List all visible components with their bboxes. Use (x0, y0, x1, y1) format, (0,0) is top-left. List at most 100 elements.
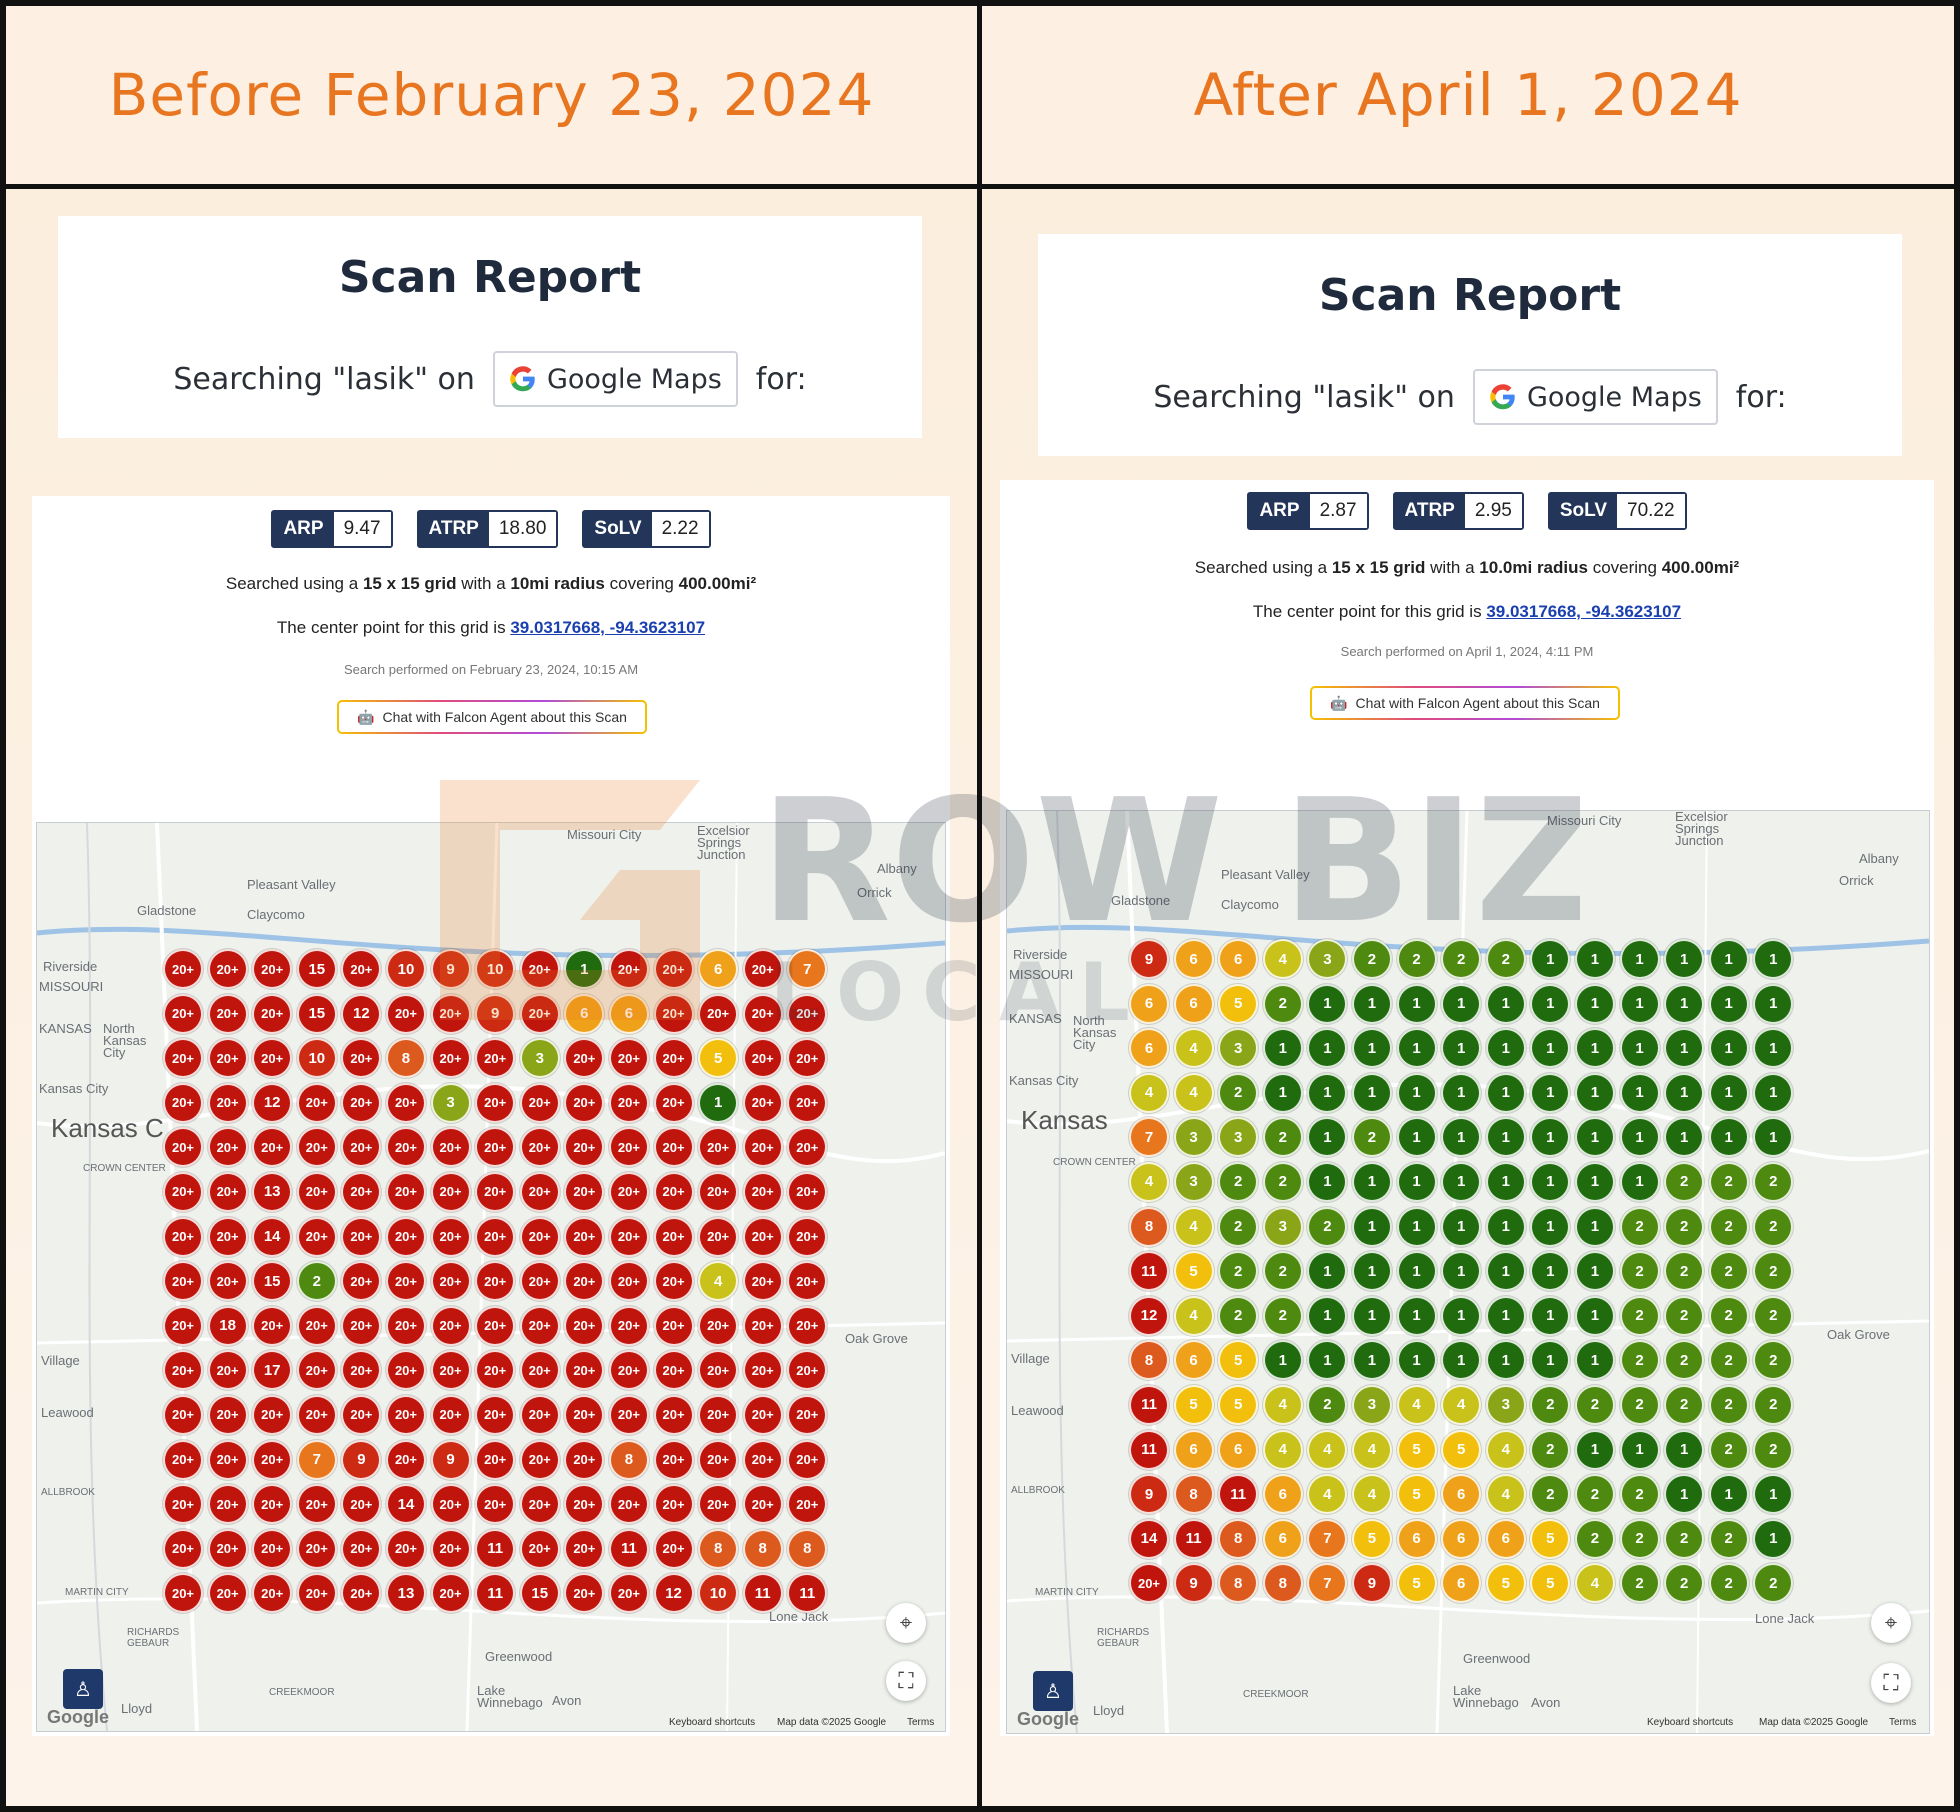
rank-pin[interactable]: 2 (1753, 1563, 1794, 1604)
rank-pin[interactable]: 20+ (296, 1350, 337, 1391)
rank-pin[interactable]: 10 (698, 1573, 739, 1614)
rank-pin[interactable]: 20+ (608, 1261, 649, 1302)
rank-pin[interactable]: 20+ (341, 1528, 382, 1569)
rank-pin[interactable]: 20+ (564, 1082, 605, 1123)
rank-pin[interactable]: 2 (1664, 1251, 1705, 1292)
rank-pin[interactable]: 1 (1753, 1518, 1794, 1559)
rank-pin[interactable]: 1 (1530, 1340, 1571, 1381)
rank-pin[interactable]: 1 (1441, 1340, 1482, 1381)
rank-pin[interactable]: 3 (1218, 1117, 1259, 1158)
rank-pin[interactable]: 2 (1753, 1384, 1794, 1425)
rank-pin[interactable]: 2 (1708, 1340, 1749, 1381)
rank-pin[interactable]: 20+ (430, 1171, 471, 1212)
rank-pin[interactable]: 20+ (519, 1261, 560, 1302)
rank-pin[interactable]: 12 (653, 1573, 694, 1614)
rank-pin[interactable]: 20+ (475, 1305, 516, 1346)
rank-pin[interactable]: 20+ (787, 1216, 828, 1257)
rank-pin[interactable]: 1 (1530, 1117, 1571, 1158)
rank-pin[interactable]: 20+ (207, 1528, 248, 1569)
rank-pin[interactable]: 1 (1619, 939, 1660, 979)
rank-pin[interactable]: 12 (1129, 1295, 1169, 1336)
rank-pin[interactable]: 20+ (608, 1216, 649, 1257)
rank-pin[interactable]: 20+ (475, 1171, 516, 1212)
rank-pin[interactable]: 20+ (207, 1573, 248, 1614)
rank-pin[interactable]: 20+ (341, 1394, 382, 1435)
rank-pin[interactable]: 1 (1351, 1161, 1392, 1202)
rank-pin[interactable]: 20+ (608, 1171, 649, 1212)
rank-pin[interactable]: 20+ (742, 1394, 783, 1435)
rank-pin[interactable]: 2 (1753, 1161, 1794, 1202)
rank-pin[interactable]: 1 (1307, 1340, 1348, 1381)
rank-pin[interactable]: 20+ (163, 1350, 203, 1391)
rank-pin[interactable]: 20+ (564, 1216, 605, 1257)
rank-pin[interactable]: 5 (1485, 1563, 1526, 1604)
rank-pin[interactable]: 20+ (341, 1573, 382, 1614)
rank-pin[interactable]: 1 (1485, 1028, 1526, 1069)
rank-pin[interactable]: 20+ (564, 1439, 605, 1480)
rank-pin[interactable]: 20+ (341, 1038, 382, 1079)
rank-pin[interactable]: 8 (698, 1528, 739, 1569)
rank-pin[interactable]: 2 (1708, 1295, 1749, 1336)
rank-pin[interactable]: 20+ (653, 1171, 694, 1212)
rank-pin[interactable]: 1 (1574, 1206, 1615, 1247)
rank-pin[interactable]: 1 (1574, 1028, 1615, 1069)
rank-pin[interactable]: 1 (1664, 1117, 1705, 1158)
rank-pin[interactable]: 20+ (519, 1305, 560, 1346)
rank-pin[interactable]: 20+ (698, 1171, 739, 1212)
rank-pin[interactable]: 20+ (519, 1350, 560, 1391)
rank-pin[interactable]: 1 (1396, 1072, 1437, 1113)
rank-pin[interactable]: 20+ (252, 1394, 293, 1435)
rank-pin[interactable]: 20+ (207, 1127, 248, 1168)
rank-pin[interactable]: 20+ (341, 1082, 382, 1123)
rank-pin[interactable]: 1 (1574, 1429, 1615, 1470)
rank-pin[interactable]: 20+ (608, 1305, 649, 1346)
rank-pin[interactable]: 20+ (742, 1171, 783, 1212)
rank-pin[interactable]: 6 (608, 993, 649, 1034)
rank-pin[interactable]: 1 (1619, 1161, 1660, 1202)
rank-pin[interactable]: 20+ (608, 1127, 649, 1168)
rank-pin[interactable]: 20+ (207, 1484, 248, 1525)
rank-pin[interactable]: 1 (1664, 1072, 1705, 1113)
rank-pin[interactable]: 8 (787, 1528, 828, 1569)
rank-pin[interactable]: 2 (1708, 1518, 1749, 1559)
rank-pin[interactable]: 20+ (653, 1038, 694, 1079)
rank-pin[interactable]: 20+ (475, 1394, 516, 1435)
rank-pin[interactable]: 20+ (207, 1171, 248, 1212)
rank-pin[interactable]: 1 (1753, 1028, 1794, 1069)
rank-pin[interactable]: 20+ (385, 1439, 426, 1480)
rank-pin[interactable]: 20+ (252, 1484, 293, 1525)
rank-pin[interactable]: 2 (1307, 1206, 1348, 1247)
rank-pin[interactable]: 1 (1753, 1474, 1794, 1515)
rank-pin[interactable]: 3 (519, 1038, 560, 1079)
rank-pin[interactable]: 6 (1441, 1563, 1482, 1604)
rank-pin[interactable]: 20+ (787, 1261, 828, 1302)
rank-pin[interactable]: 20+ (475, 1350, 516, 1391)
rank-pin[interactable]: 6 (1173, 939, 1214, 979)
rank-pin[interactable]: 4 (1485, 1429, 1526, 1470)
rank-pin[interactable]: 2 (1218, 1206, 1259, 1247)
rank-pin[interactable]: 20+ (653, 1216, 694, 1257)
rank-pin[interactable]: 11 (787, 1573, 828, 1614)
rank-pin[interactable]: 20+ (207, 1038, 248, 1079)
rank-pin[interactable]: 4 (1129, 1161, 1169, 1202)
google-maps-button[interactable]: Google Maps (492, 351, 738, 407)
rank-pin[interactable]: 15 (252, 1261, 293, 1302)
rank-pin[interactable]: 20+ (163, 1439, 203, 1480)
rank-pin[interactable]: 3 (1262, 1206, 1303, 1247)
rank-pin[interactable]: 6 (564, 993, 605, 1034)
rank-pin[interactable]: 15 (519, 1573, 560, 1614)
rank-pin[interactable]: 6 (698, 949, 739, 989)
rank-pin[interactable]: 20+ (385, 1171, 426, 1212)
rank-pin[interactable]: 20+ (163, 1394, 203, 1435)
rank-pin[interactable]: 20+ (519, 949, 560, 989)
rank-pin[interactable]: 3 (1173, 1161, 1214, 1202)
rank-pin[interactable]: 20+ (742, 1038, 783, 1079)
rank-pin[interactable]: 2 (1753, 1429, 1794, 1470)
rank-pin[interactable]: 1 (1619, 1072, 1660, 1113)
rank-pin[interactable]: 20+ (742, 1439, 783, 1480)
rank-pin[interactable]: 9 (430, 1439, 471, 1480)
rank-pin[interactable]: 20+ (787, 1439, 828, 1480)
rank-pin[interactable]: 8 (1129, 1206, 1169, 1247)
rank-pin[interactable]: 5 (1530, 1563, 1571, 1604)
rank-pin[interactable]: 20+ (519, 1127, 560, 1168)
